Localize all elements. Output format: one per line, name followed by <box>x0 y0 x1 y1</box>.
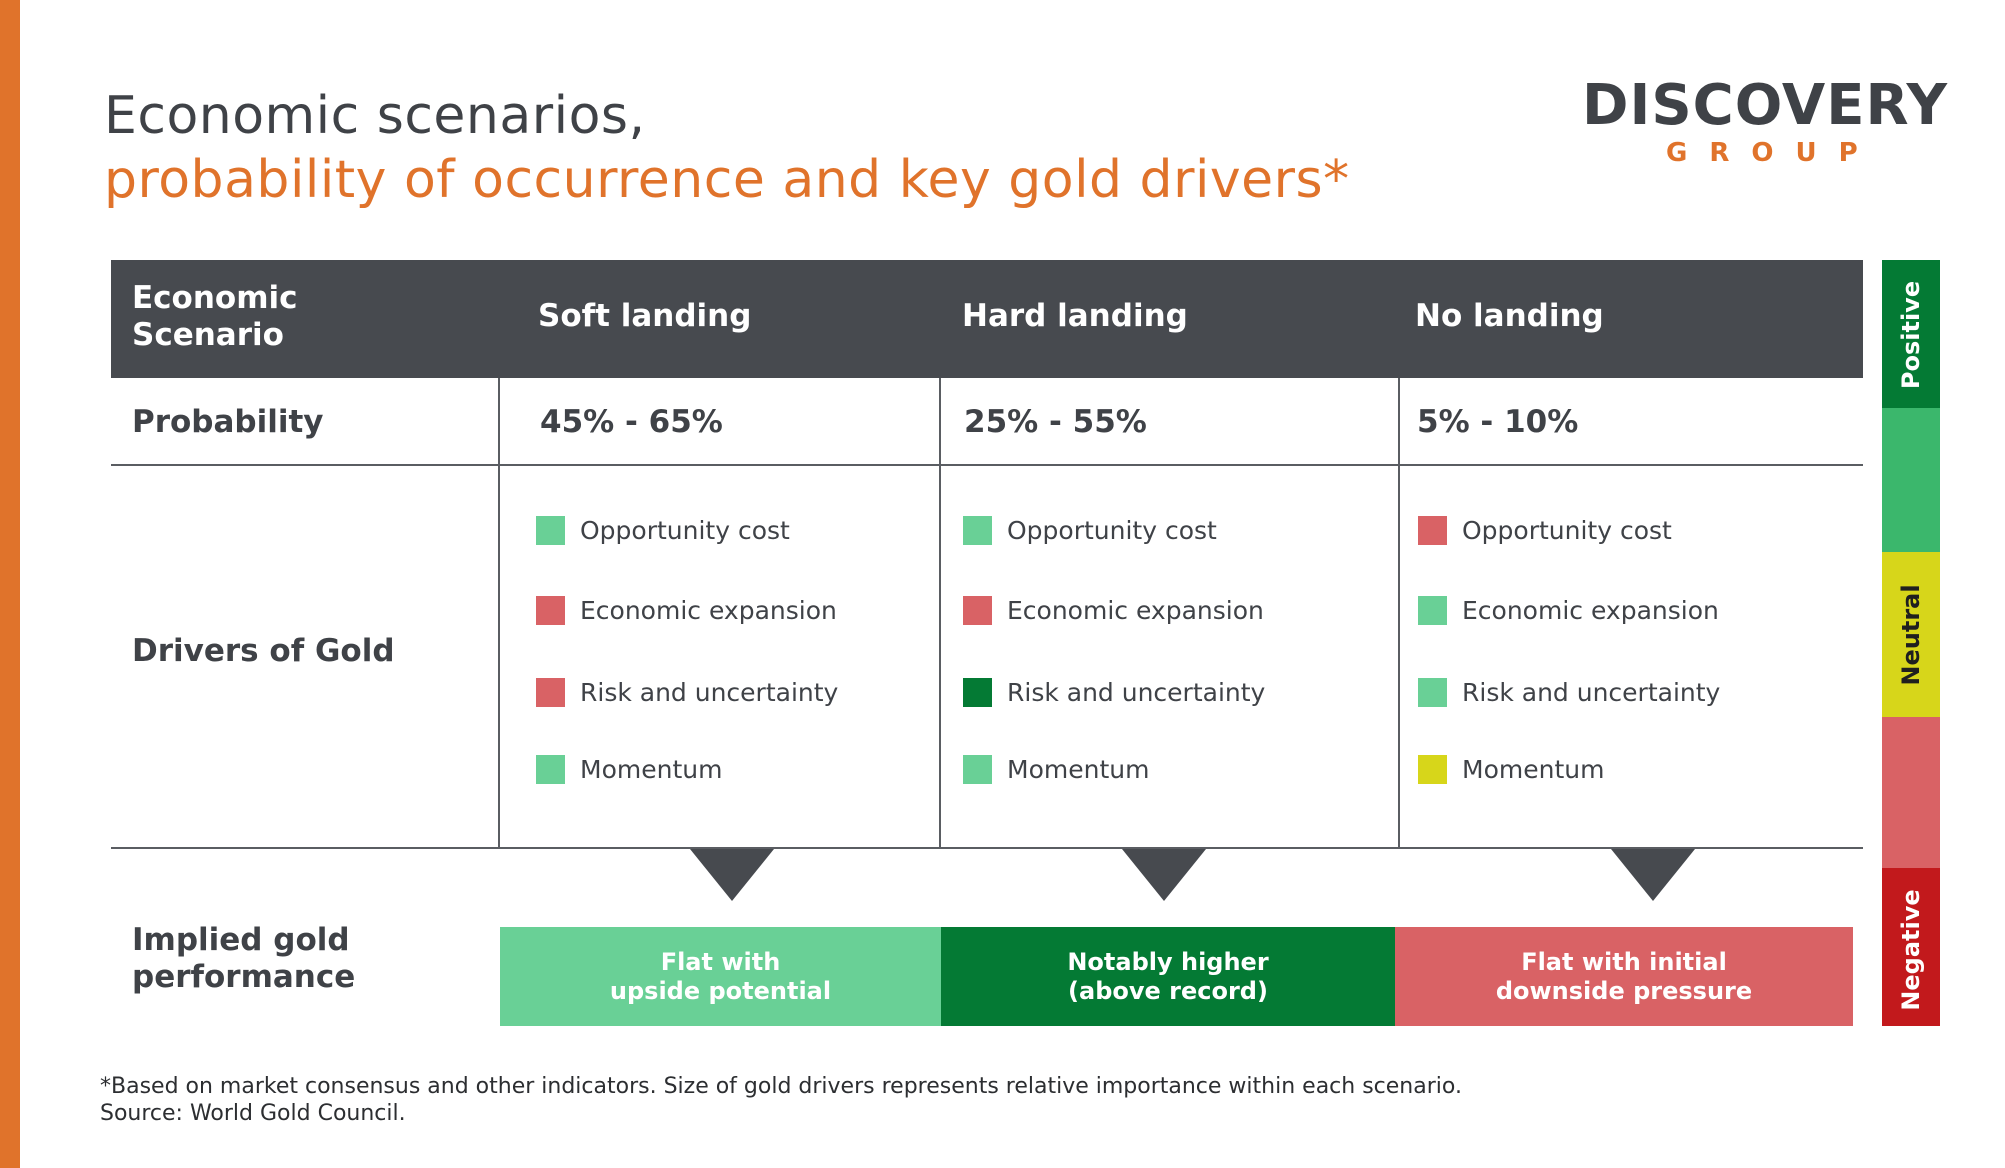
footnote-line-1: *Based on market consensus and other ind… <box>100 1074 1462 1099</box>
driver-item: Momentum <box>1418 755 1604 784</box>
driver-label: Economic expansion <box>1462 596 1719 625</box>
page-title: Economic scenarios, probability of occur… <box>104 84 1350 212</box>
performance-hard-landing: Notably higher (above record) <box>941 927 1395 1026</box>
driver-rating-swatch <box>963 678 992 707</box>
performance-no-landing: Flat with initial downside pressure <box>1395 927 1853 1026</box>
driver-rating-swatch <box>963 755 992 784</box>
header-soft-landing: Soft landing <box>538 298 752 334</box>
driver-item: Risk and uncertainty <box>963 678 1265 707</box>
driver-label: Risk and uncertainty <box>580 678 839 707</box>
legend-neutral <box>1882 552 1940 717</box>
driver-item: Risk and uncertainty <box>536 678 838 707</box>
table-header <box>111 260 1863 378</box>
driver-item: Economic expansion <box>1418 596 1719 625</box>
driver-label: Momentum <box>1462 755 1605 784</box>
driver-rating-swatch <box>963 516 992 545</box>
header-economic-scenario: Economic Scenario <box>132 280 298 353</box>
discovery-group-logo: DISCOVERY GROUP <box>1582 73 1949 169</box>
driver-label: Economic expansion <box>1007 596 1264 625</box>
column-divider-3 <box>1398 378 1400 848</box>
row-label-probability: Probability <box>132 404 324 440</box>
performance-soft-landing: Flat with upside potential <box>500 927 941 1026</box>
row-label-drivers-of-gold: Drivers of Gold <box>132 633 395 669</box>
row-divider-1 <box>111 464 1863 466</box>
logo-wordmark: DISCOVERY <box>1582 73 1949 138</box>
probability-hard-landing: 25% - 55% <box>964 404 1147 440</box>
driver-item: Opportunity cost <box>963 516 1217 545</box>
legend-negative-strong <box>1882 868 1940 1026</box>
driver-item: Opportunity cost <box>1418 516 1672 545</box>
driver-item: Momentum <box>963 755 1149 784</box>
driver-item: Opportunity cost <box>536 516 790 545</box>
legend-label-neutral: Neutral <box>1897 584 1925 686</box>
driver-item: Economic expansion <box>536 596 837 625</box>
performance-no-landing-text: Flat with initial downside pressure <box>1495 947 1753 1005</box>
driver-label: Opportunity cost <box>1462 516 1672 545</box>
driver-label: Opportunity cost <box>580 516 790 545</box>
driver-rating-swatch <box>1418 516 1447 545</box>
pointer-soft-landing <box>690 849 774 901</box>
row-label-implied-gold-performance: Implied gold performance <box>132 922 356 995</box>
driver-rating-swatch <box>1418 755 1447 784</box>
driver-label: Economic expansion <box>580 596 837 625</box>
pointer-no-landing <box>1611 849 1695 901</box>
header-no-landing: No landing <box>1415 298 1604 334</box>
performance-soft-landing-text: Flat with upside potential <box>609 947 832 1005</box>
header-hard-landing: Hard landing <box>962 298 1188 334</box>
footnote: *Based on market consensus and other ind… <box>100 1073 1462 1127</box>
driver-item: Risk and uncertainty <box>1418 678 1720 707</box>
performance-hard-landing-text: Notably higher (above record) <box>1067 947 1269 1005</box>
driver-rating-swatch <box>536 755 565 784</box>
legend-label-positive: Positive <box>1897 280 1925 390</box>
driver-label: Opportunity cost <box>1007 516 1217 545</box>
logo-subtitle: GROUP <box>1666 138 1880 168</box>
footnote-source: Source: World Gold Council. <box>100 1101 406 1126</box>
driver-label: Risk and uncertainty <box>1462 678 1721 707</box>
driver-rating-swatch <box>536 678 565 707</box>
row-divider-2 <box>111 847 1863 849</box>
driver-item: Economic expansion <box>963 596 1264 625</box>
probability-soft-landing: 45% - 65% <box>540 404 723 440</box>
driver-rating-swatch <box>1418 678 1447 707</box>
driver-rating-swatch <box>536 596 565 625</box>
driver-rating-swatch <box>1418 596 1447 625</box>
title-line-2: probability of occurrence and key gold d… <box>104 150 1350 210</box>
legend-positive-strong <box>1882 260 1940 408</box>
accent-bar <box>0 0 20 1168</box>
driver-label: Momentum <box>580 755 723 784</box>
driver-rating-swatch <box>536 516 565 545</box>
driver-item: Momentum <box>536 755 722 784</box>
column-divider-1 <box>498 378 500 848</box>
legend-positive <box>1882 408 1940 552</box>
legend-negative <box>1882 717 1940 868</box>
legend-label-negative: Negative <box>1897 889 1925 1011</box>
driver-rating-swatch <box>963 596 992 625</box>
pointer-hard-landing <box>1122 849 1206 901</box>
driver-label: Momentum <box>1007 755 1150 784</box>
driver-label: Risk and uncertainty <box>1007 678 1266 707</box>
probability-no-landing: 5% - 10% <box>1417 404 1579 440</box>
column-divider-2 <box>939 378 941 848</box>
title-line-1: Economic scenarios, <box>104 86 646 146</box>
